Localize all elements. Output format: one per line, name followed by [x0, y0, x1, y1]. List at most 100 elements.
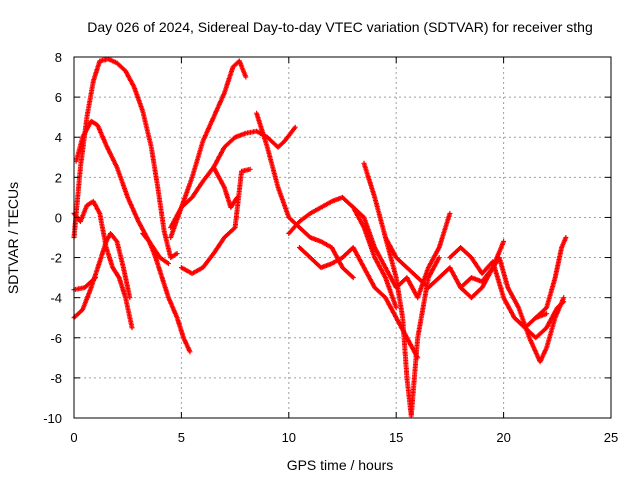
data-point	[447, 265, 463, 289]
data-point	[82, 276, 97, 291]
data-point	[92, 275, 98, 281]
data-point	[127, 295, 133, 301]
series-sat-j	[211, 164, 240, 210]
data-point	[123, 295, 135, 329]
series-sat-s	[533, 235, 569, 321]
series-sat-m	[297, 245, 421, 361]
chart-title: Day 026 of 2024, Sidereal Day-to-day VTE…	[87, 19, 593, 35]
data-point	[361, 265, 377, 289]
grid	[74, 57, 611, 418]
data-point	[247, 166, 253, 172]
series-sat-l	[286, 194, 399, 311]
data-point	[211, 164, 227, 189]
data-point	[307, 205, 323, 216]
series-sat-g	[168, 58, 249, 240]
data-point	[496, 255, 510, 289]
series-sat-r	[458, 255, 567, 365]
data-point	[408, 336, 421, 419]
data-point	[340, 246, 355, 261]
data-point	[393, 276, 409, 291]
data-point	[297, 245, 312, 260]
data-point	[110, 265, 121, 279]
data-point	[393, 255, 409, 270]
data-point	[120, 265, 132, 299]
data-point	[511, 315, 527, 330]
x-tick-label: 20	[496, 430, 510, 445]
data-point	[264, 144, 281, 189]
y-tick-label: 2	[55, 170, 62, 185]
data-point	[372, 245, 388, 269]
data-point	[458, 245, 473, 260]
data-point	[174, 315, 186, 339]
data-point	[221, 135, 237, 150]
data-point	[140, 108, 154, 149]
data-point	[275, 184, 291, 219]
data-point	[95, 122, 109, 147]
data-point	[97, 240, 109, 265]
series-sat-h	[168, 124, 298, 230]
series-sat-i	[178, 166, 253, 277]
data-point	[436, 266, 452, 281]
series-sat-o	[350, 204, 453, 301]
data-point	[108, 231, 119, 243]
data-point	[436, 255, 442, 261]
data-point	[181, 335, 192, 353]
data-point	[554, 300, 566, 311]
data-point	[292, 124, 298, 130]
data-point	[187, 349, 193, 355]
data-point	[178, 265, 194, 276]
data-point	[501, 295, 517, 319]
data-point	[400, 315, 410, 379]
data-point	[286, 220, 302, 236]
data-point	[307, 255, 323, 270]
data-point	[221, 226, 237, 240]
data-point	[340, 265, 355, 280]
data-point	[84, 80, 96, 120]
y-tick-label: 0	[55, 210, 62, 225]
series-sat-t	[511, 299, 567, 341]
data-point	[129, 325, 135, 331]
data-point	[383, 295, 398, 319]
data-point	[361, 214, 377, 249]
y-axis-ticks: -10 -8 -6 -4 -2 0 2 4 6 8	[43, 50, 611, 426]
x-tick-label: 25	[604, 430, 618, 445]
data-point	[361, 160, 377, 199]
data-point	[350, 245, 366, 269]
data-point	[425, 246, 441, 271]
y-axis-label: SDTVAR / TECUs	[5, 182, 21, 294]
data-point	[544, 276, 558, 311]
data-point	[189, 140, 205, 180]
y-tick-label: 6	[55, 90, 62, 105]
y-tick-label: -6	[50, 331, 62, 346]
data-point	[544, 306, 560, 331]
data-point	[103, 142, 119, 169]
data-point	[372, 194, 388, 239]
data-point	[211, 236, 226, 256]
series-sat-c	[71, 198, 135, 331]
data-point	[404, 265, 420, 280]
data-point	[415, 275, 430, 290]
data-point	[157, 255, 170, 266]
data-point	[318, 239, 333, 250]
data-point	[131, 84, 145, 113]
data-point	[123, 68, 136, 89]
data-point	[174, 251, 180, 257]
data-point	[114, 239, 126, 269]
data-point	[468, 255, 484, 275]
data-point	[168, 251, 179, 261]
y-tick-label: -2	[50, 251, 62, 266]
data-point	[166, 261, 172, 267]
data-point	[155, 184, 167, 233]
series-sat-d	[71, 231, 133, 321]
data-point	[80, 120, 93, 140]
data-point	[458, 285, 473, 300]
y-tick-label: -10	[43, 411, 62, 426]
data-point	[329, 195, 344, 204]
data-point	[350, 275, 356, 281]
data-point	[544, 311, 550, 317]
data-point	[243, 129, 258, 136]
data-point	[468, 286, 484, 301]
data-point	[200, 252, 216, 271]
y-tick-label: -8	[50, 371, 62, 386]
